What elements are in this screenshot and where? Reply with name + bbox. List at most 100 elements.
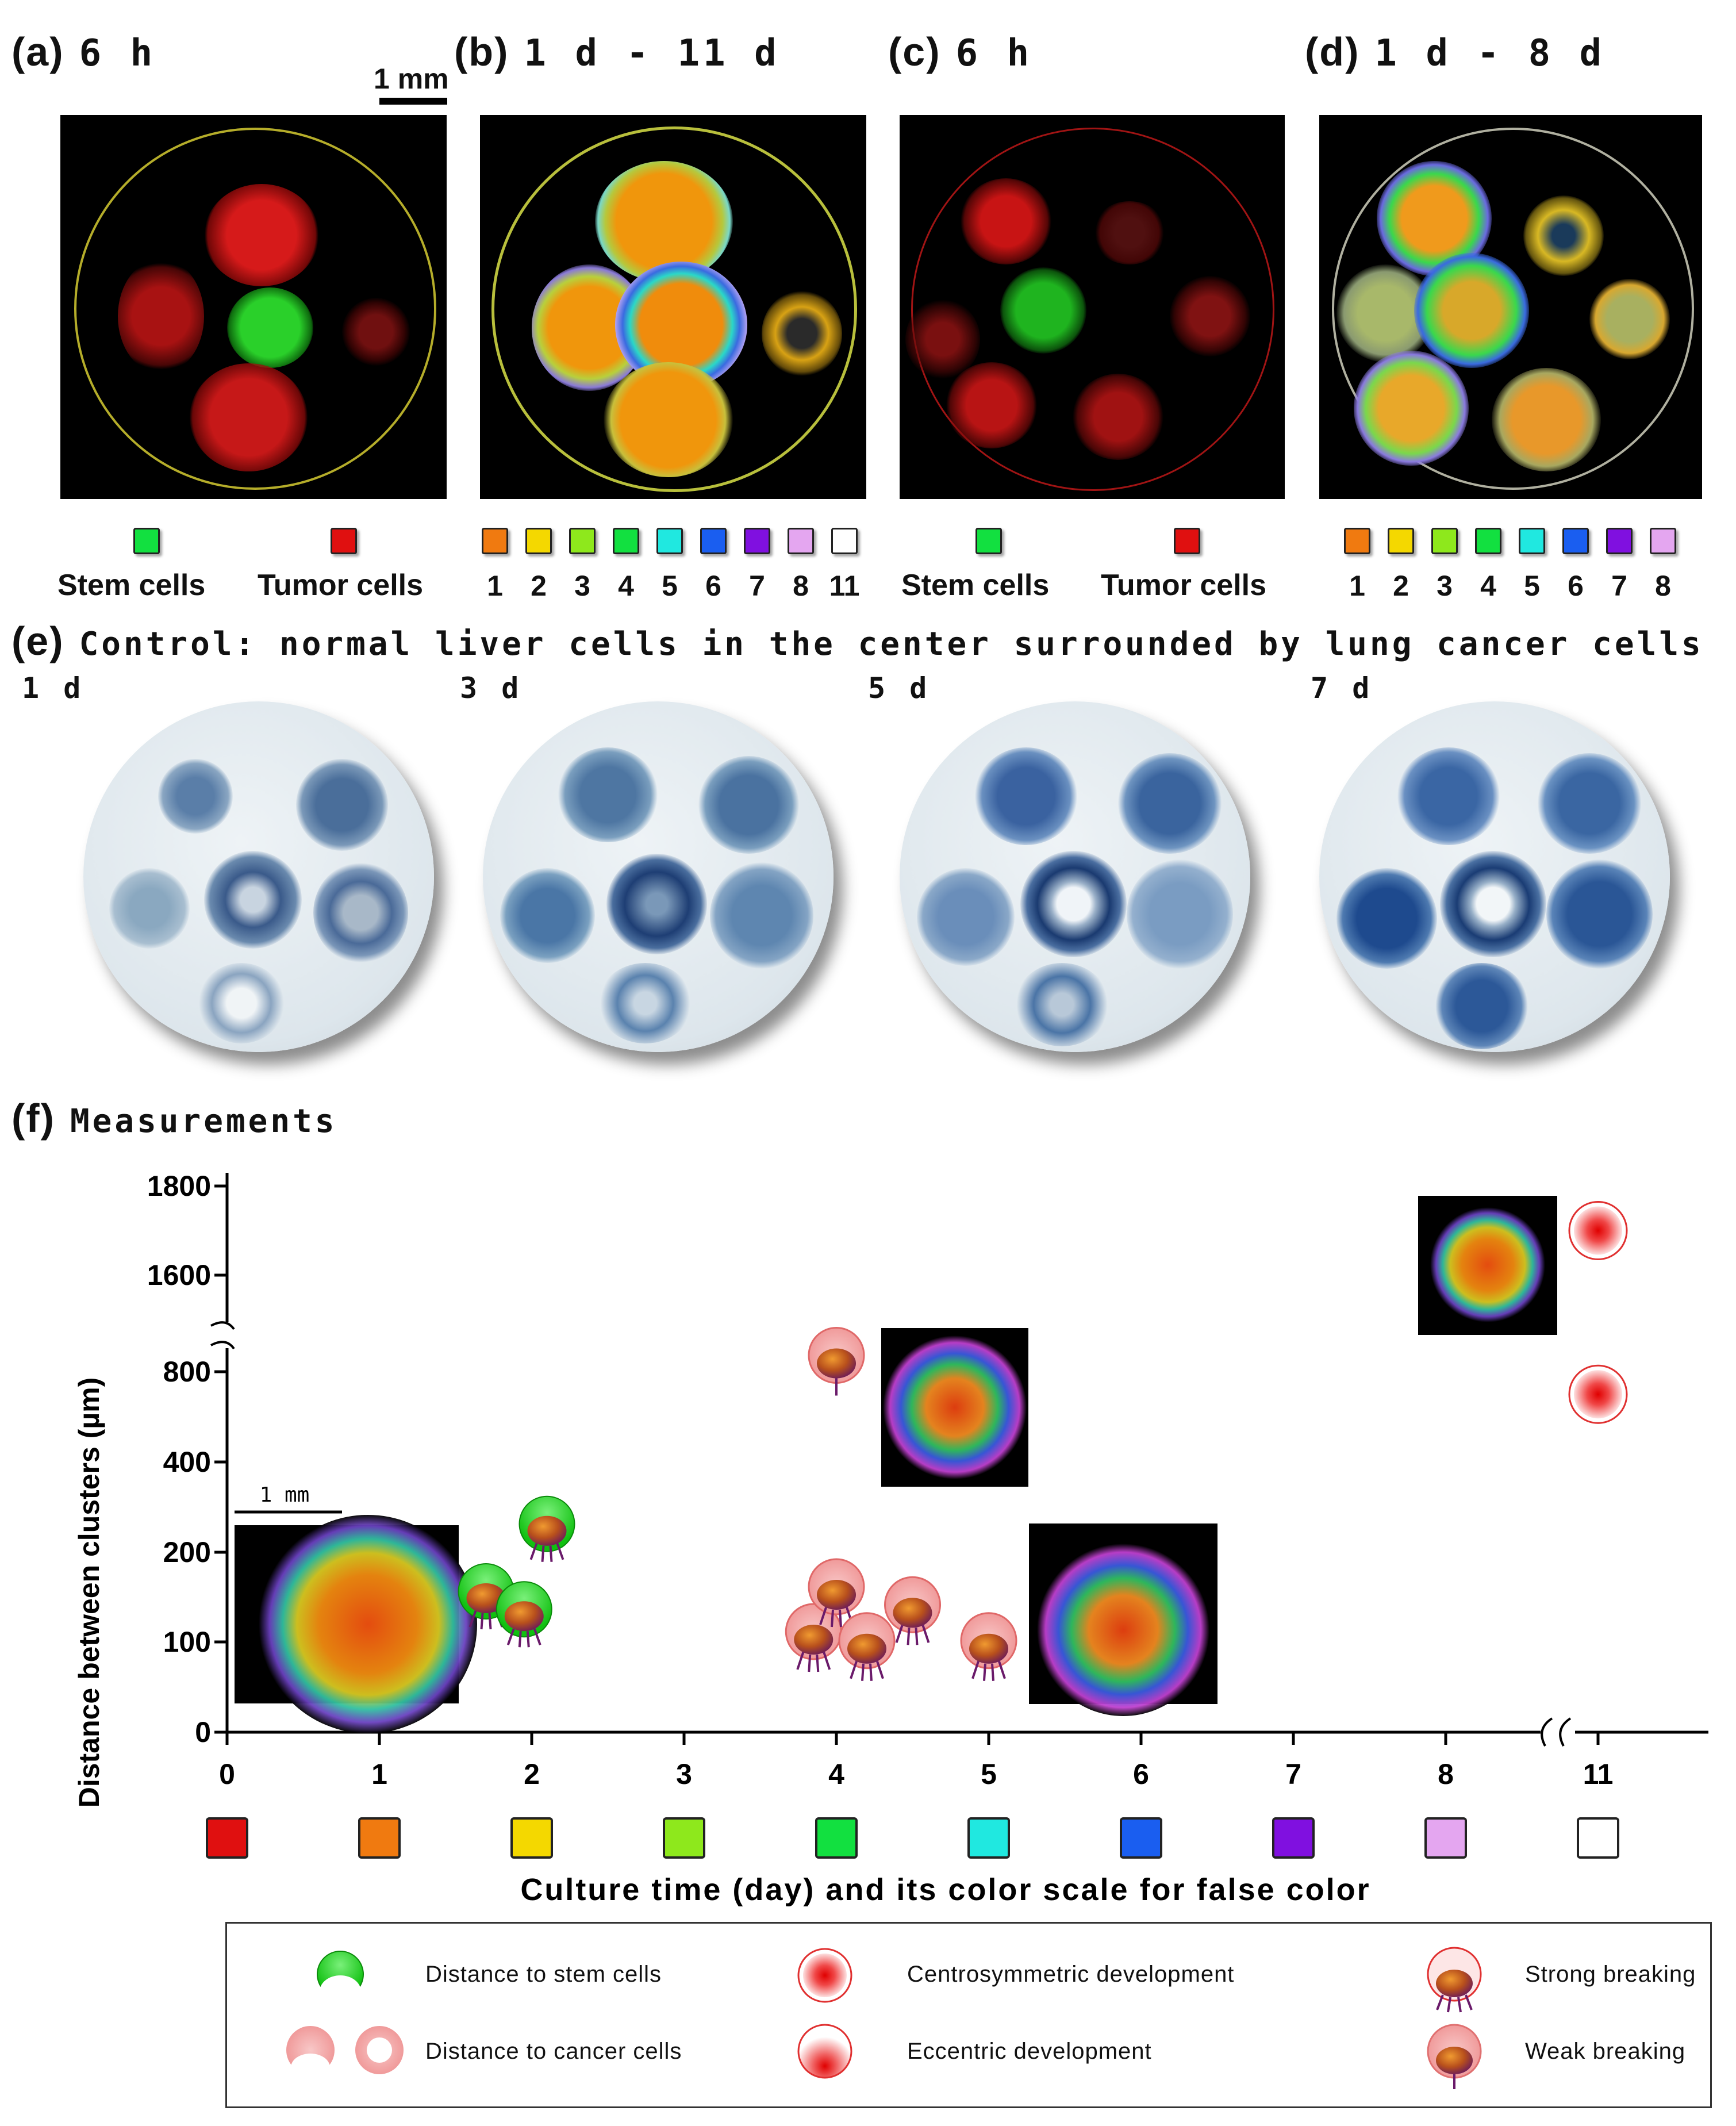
day-swatch <box>482 528 508 554</box>
day-label: 7 d <box>1311 671 1373 705</box>
stem-distance-point <box>519 1495 575 1562</box>
tumor-cluster <box>1170 276 1250 356</box>
cancer-cluster <box>1434 963 1529 1049</box>
tumor-cluster <box>342 298 410 366</box>
cancer-cluster <box>313 862 408 963</box>
dish-outline <box>74 128 436 490</box>
control-dish-day7 <box>1319 701 1670 1052</box>
legend-label: Weak breaking <box>1525 2039 1686 2064</box>
day-swatch <box>1562 528 1589 554</box>
tumor-cluster <box>190 363 308 471</box>
cluster-core <box>817 1348 856 1379</box>
day-color-swatch <box>1577 1817 1619 1859</box>
x-tick-label: 7 <box>1285 1758 1301 1790</box>
dish-outline <box>911 128 1274 491</box>
cluster-core <box>794 1625 834 1655</box>
stem-cluster <box>1000 267 1086 354</box>
legend-cancer-icon <box>286 2026 404 2081</box>
cancer-cluster <box>198 963 285 1043</box>
centro-core <box>1574 1206 1622 1255</box>
cancer-distance-point <box>960 1612 1017 1681</box>
cluster-core <box>527 1515 567 1546</box>
y-axis-break <box>210 1321 235 1350</box>
day-color-swatch <box>358 1817 401 1859</box>
breaking-lines <box>506 1628 541 1648</box>
legend-eccentric-icon <box>797 2024 852 2079</box>
panel-e-label: (e) Control: normal liver cells in the ce… <box>11 618 1704 664</box>
day-number-label: 5 <box>1524 570 1540 602</box>
legend-weak-breaking-icon <box>1427 2024 1482 2089</box>
day-number-label: 2 <box>531 570 547 602</box>
inset-scale-bar-label: 1 mm <box>260 1483 310 1507</box>
panel-time: 1 d - 8 d <box>1374 32 1606 75</box>
cancer-cluster <box>974 747 1078 845</box>
panel-title: Control: normal liver cells in the cente… <box>79 625 1704 663</box>
x-axis-title: Culture time (day) and its color scale f… <box>520 1872 1370 1907</box>
y-tick-label: 800 <box>163 1356 211 1388</box>
micrograph-c <box>900 115 1285 499</box>
tumor-cluster <box>905 299 980 379</box>
centro-core <box>1574 1370 1622 1419</box>
stem-cells-swatch <box>975 528 1002 554</box>
day-swatch <box>1431 528 1458 554</box>
cancer-cluster <box>698 756 799 854</box>
cancer-cluster <box>1538 753 1641 854</box>
day-swatch <box>569 528 596 554</box>
tumor-cluster <box>118 259 204 374</box>
legend-label: Centrosymmetric development <box>907 1962 1235 1987</box>
panel-letter: (d) <box>1305 29 1360 74</box>
tumor-cells-swatch <box>1174 528 1200 554</box>
cancer-cluster <box>710 862 813 969</box>
cancer-cluster <box>1546 859 1653 969</box>
legend-label: Distance to cancer cells <box>425 2039 682 2064</box>
legend-label: Strong breaking <box>1525 1962 1696 1987</box>
tumor-cells-label: Tumor cells <box>1101 569 1267 602</box>
grown-cluster <box>1589 279 1670 359</box>
cluster-core <box>893 1598 932 1628</box>
micrograph-a <box>60 115 447 499</box>
day-color-swatch <box>663 1817 705 1859</box>
cancer-cluster <box>558 747 658 842</box>
tumor-cluster <box>1072 374 1164 460</box>
measurements-chart: 0 100 200 400 800 1600 1800 0 1 2 3 4 5 6 7 8 11 1 mm Di… <box>73 1170 1708 1907</box>
breaking-lines <box>819 1607 854 1628</box>
breaking-lines <box>468 1610 504 1630</box>
panel-title: Measurements <box>70 1103 337 1140</box>
centrosymmetric-point <box>1568 1364 1628 1424</box>
cancer-cluster <box>1336 868 1437 969</box>
cancer-cluster <box>500 868 595 963</box>
x-tick-label: 2 <box>524 1758 540 1790</box>
y-tick-label: 200 <box>163 1536 211 1568</box>
x-tick-label: 5 <box>981 1758 997 1790</box>
panel-c-label: (c) 6 h <box>888 29 1032 75</box>
x-tick-label: 11 <box>1583 1758 1614 1790</box>
centrosymmetric-point <box>1568 1201 1628 1260</box>
day-number-label: 6 <box>1568 570 1584 602</box>
grown-cluster <box>1492 368 1601 471</box>
cancer-distance-point <box>785 1603 842 1672</box>
panel-f-label: (f) Measurements <box>11 1095 337 1141</box>
tumor-cluster <box>960 178 1052 264</box>
day-number-label: 4 <box>1480 570 1496 602</box>
day-swatch <box>1344 528 1370 554</box>
liver-cluster <box>1020 851 1127 957</box>
panel-letter: (a) <box>11 29 64 74</box>
control-dish-day5 <box>900 701 1250 1052</box>
cancer-cluster <box>109 868 190 949</box>
day-swatch <box>788 528 814 554</box>
cluster-core <box>504 1601 544 1632</box>
cancer-distance-point <box>808 1558 865 1628</box>
micrograph-d <box>1319 115 1702 499</box>
panel-time: 6 h <box>955 32 1033 75</box>
day-swatch <box>656 528 683 554</box>
day-number-label: 1 <box>487 570 503 602</box>
day-number-label: 8 <box>793 570 809 602</box>
cluster-core <box>817 1580 856 1610</box>
stem-distance-point <box>496 1581 552 1648</box>
breaking-lines <box>895 1625 930 1645</box>
grown-cluster <box>1414 253 1529 368</box>
day-number-label: 7 <box>1611 570 1627 602</box>
cancer-cluster <box>1118 753 1222 854</box>
grown-cluster <box>1523 195 1604 276</box>
tumor-cluster <box>1092 201 1167 264</box>
